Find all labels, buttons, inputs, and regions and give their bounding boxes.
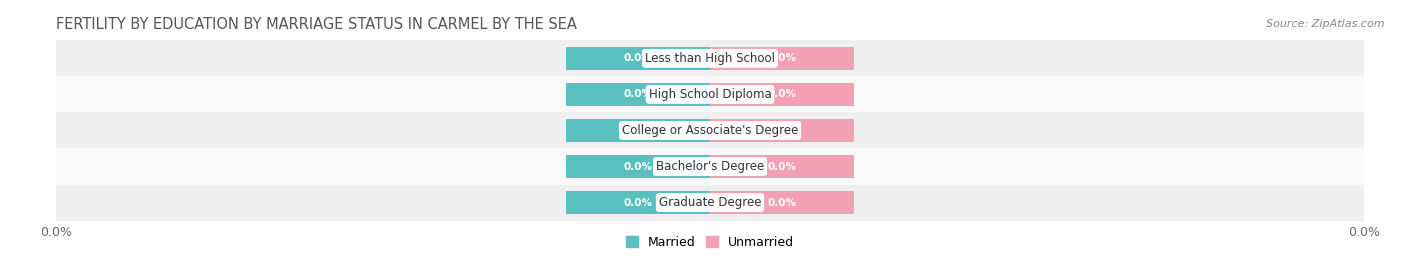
Bar: [710, 119, 853, 142]
Bar: [567, 191, 710, 214]
Text: 0.0%: 0.0%: [624, 53, 652, 63]
Bar: [567, 47, 710, 70]
Text: 0.0%: 0.0%: [624, 125, 652, 136]
Bar: [567, 155, 710, 178]
Text: Graduate Degree: Graduate Degree: [659, 196, 761, 209]
Bar: [56, 40, 1364, 76]
Bar: [567, 83, 710, 106]
Text: 0.0%: 0.0%: [768, 161, 796, 172]
Text: Bachelor's Degree: Bachelor's Degree: [657, 160, 763, 173]
Text: 0.0%: 0.0%: [768, 197, 796, 208]
Bar: [567, 119, 710, 142]
Text: 0.0%: 0.0%: [768, 89, 796, 100]
Bar: [56, 185, 1364, 221]
Bar: [710, 155, 853, 178]
Bar: [56, 76, 1364, 112]
Text: Source: ZipAtlas.com: Source: ZipAtlas.com: [1267, 19, 1385, 29]
Legend: Married, Unmarried: Married, Unmarried: [620, 231, 800, 254]
Text: FERTILITY BY EDUCATION BY MARRIAGE STATUS IN CARMEL BY THE SEA: FERTILITY BY EDUCATION BY MARRIAGE STATU…: [56, 17, 576, 32]
Text: High School Diploma: High School Diploma: [648, 88, 772, 101]
Bar: [710, 83, 853, 106]
Text: 0.0%: 0.0%: [768, 53, 796, 63]
Text: 0.0%: 0.0%: [624, 161, 652, 172]
Bar: [710, 191, 853, 214]
Text: Less than High School: Less than High School: [645, 52, 775, 65]
Bar: [56, 148, 1364, 185]
Bar: [710, 47, 853, 70]
Bar: [56, 112, 1364, 148]
Text: College or Associate's Degree: College or Associate's Degree: [621, 124, 799, 137]
Text: 0.0%: 0.0%: [768, 125, 796, 136]
Text: 0.0%: 0.0%: [624, 197, 652, 208]
Text: 0.0%: 0.0%: [624, 89, 652, 100]
